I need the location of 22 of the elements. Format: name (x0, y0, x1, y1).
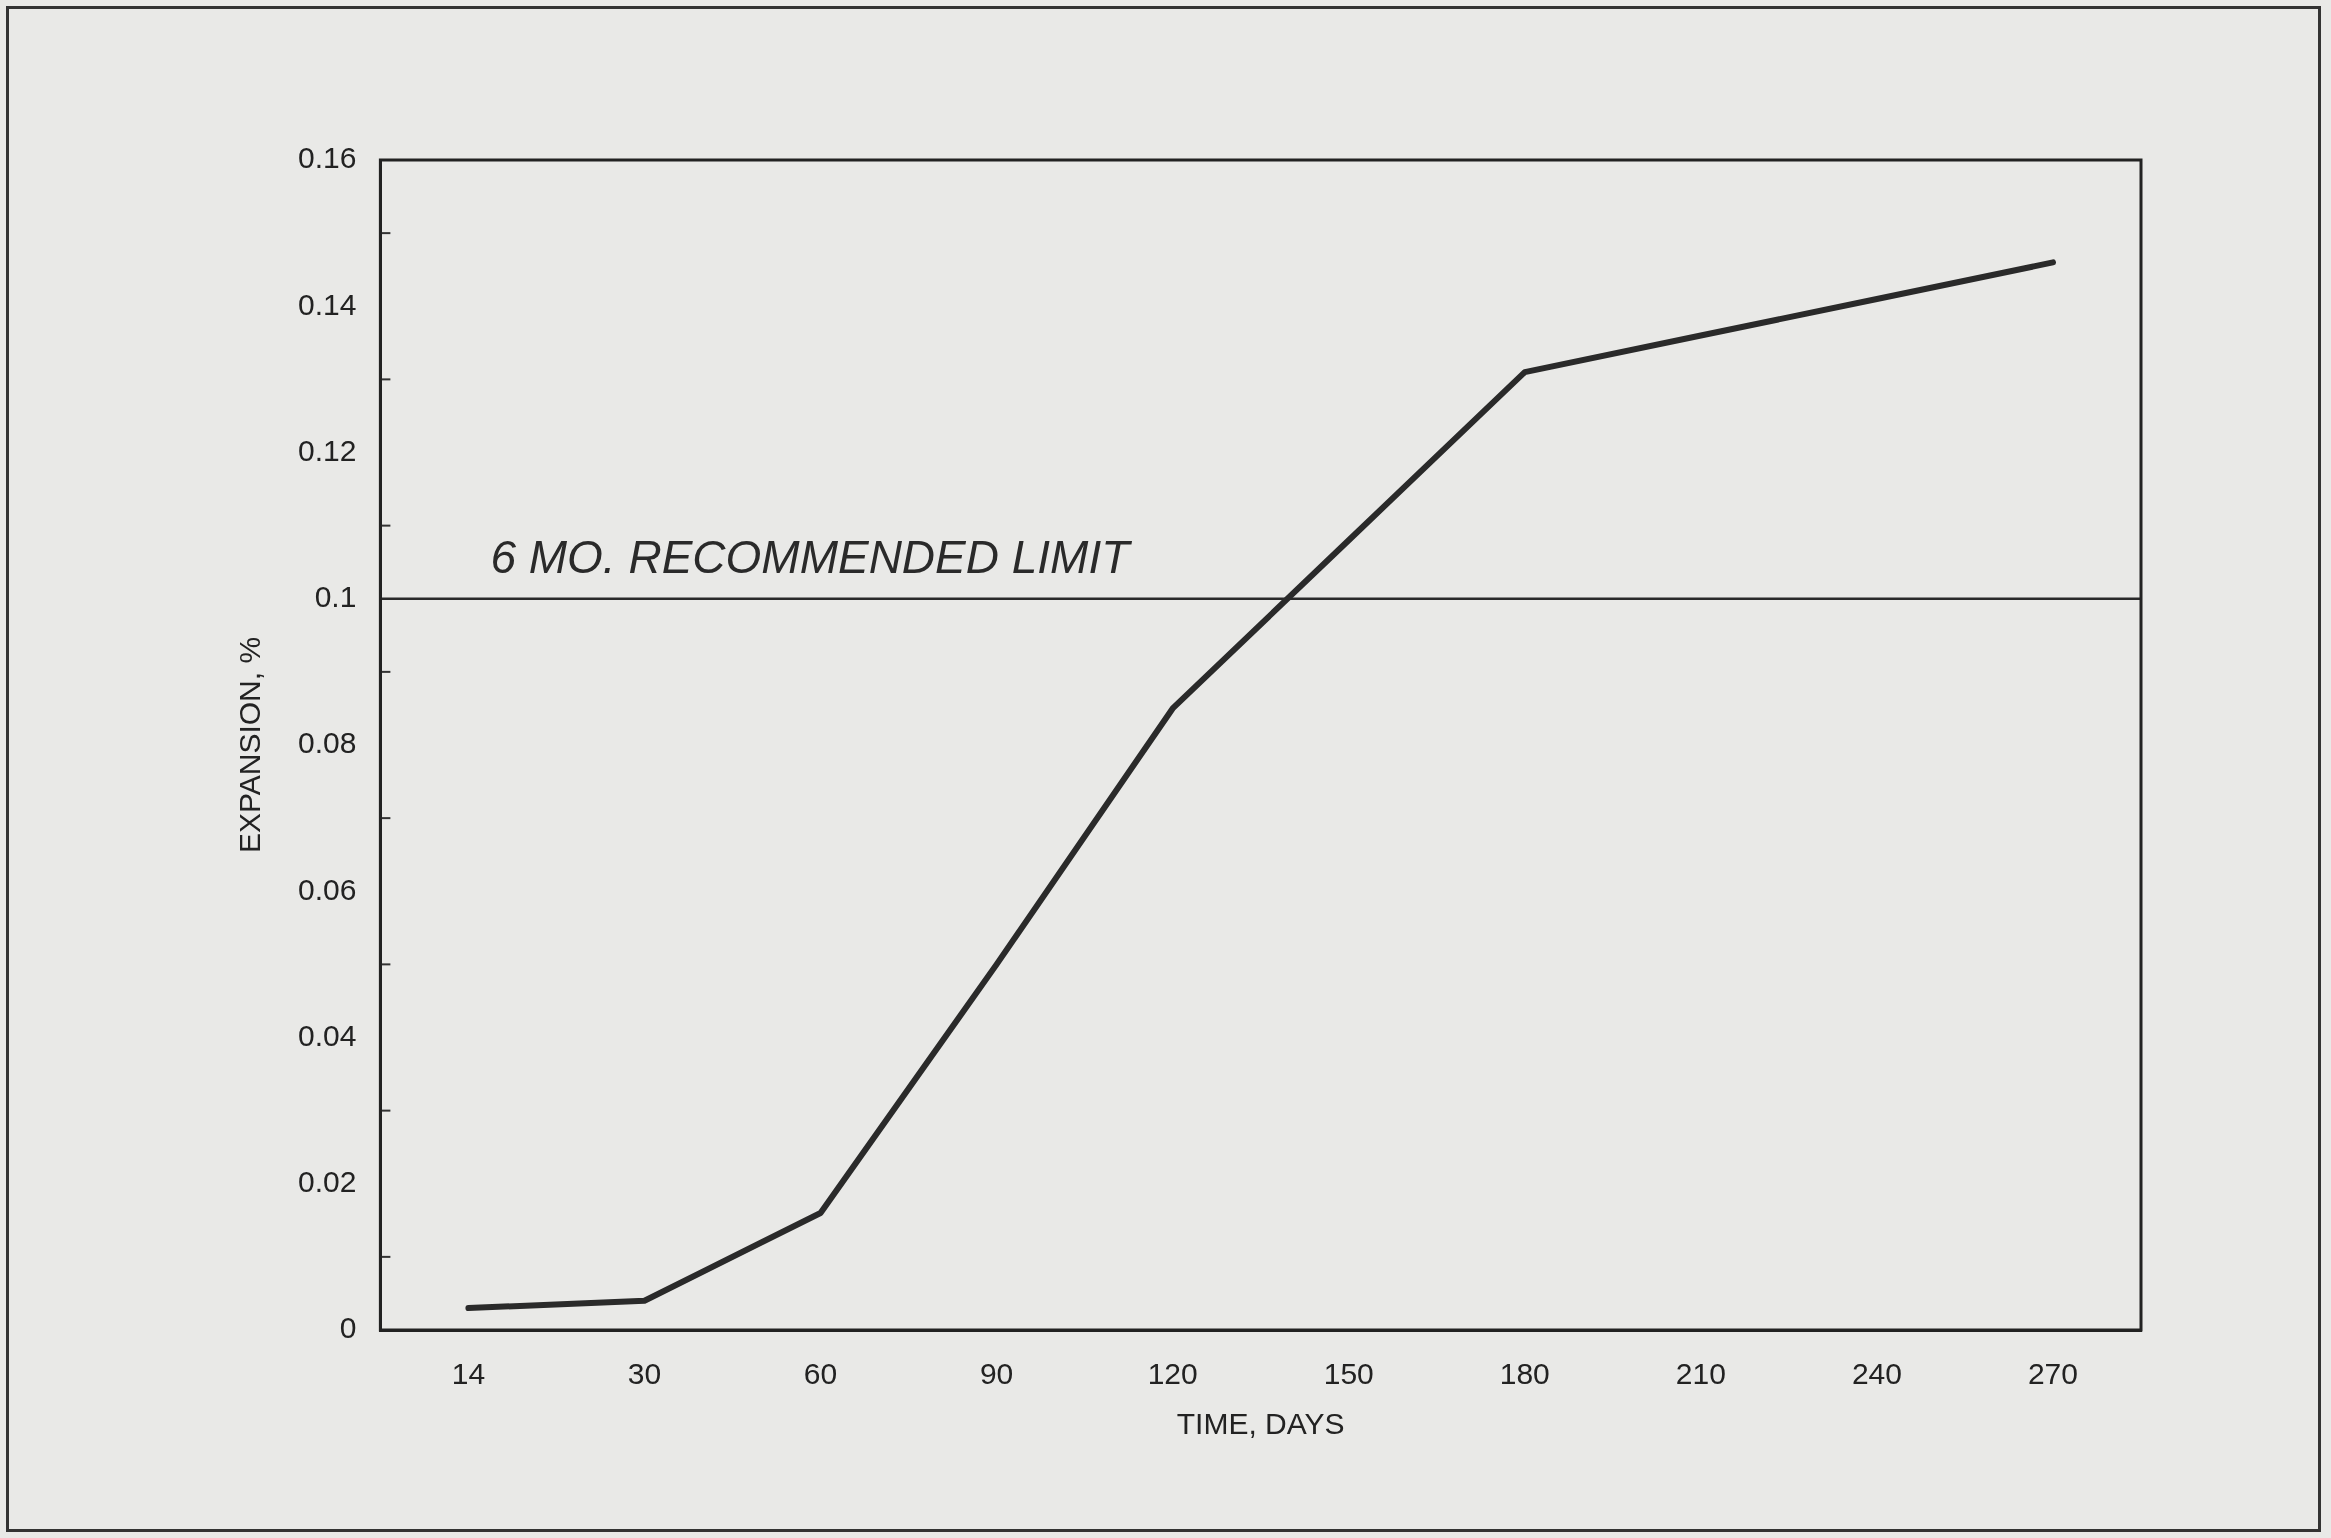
x-axis-title: TIME, DAYS (1176, 1407, 1345, 1441)
x-tick-label: 150 (1323, 1357, 1374, 1391)
x-tick-label: 240 (1851, 1357, 1902, 1391)
y-tick-label: 0 (339, 1311, 357, 1345)
y-tick-label: 0.1 (314, 580, 357, 614)
y-tick-label: 0.08 (298, 726, 357, 760)
y-tick-label: 0.02 (298, 1165, 357, 1199)
x-tick-label: 60 (803, 1357, 838, 1391)
x-tick-label: 210 (1675, 1357, 1726, 1391)
y-tick-label: 0.12 (298, 433, 357, 467)
x-tick-label: 30 (627, 1357, 662, 1391)
x-tick-label: 180 (1499, 1357, 1550, 1391)
x-tick-label: 120 (1147, 1357, 1198, 1391)
y-tick-label: 0.16 (298, 141, 357, 175)
y-axis-title: EXPANSION, % (233, 636, 267, 854)
x-tick-label: 270 (2027, 1357, 2078, 1391)
ref-line-label: 6 MO. RECOMMENDED LIMIT (490, 530, 1133, 583)
x-tick-label: 14 (451, 1357, 486, 1391)
y-tick-label: 0.04 (298, 1018, 357, 1052)
y-tick-label: 0.06 (298, 872, 357, 906)
y-tick-label: 0.14 (298, 287, 357, 321)
x-tick-label: 90 (979, 1357, 1014, 1391)
